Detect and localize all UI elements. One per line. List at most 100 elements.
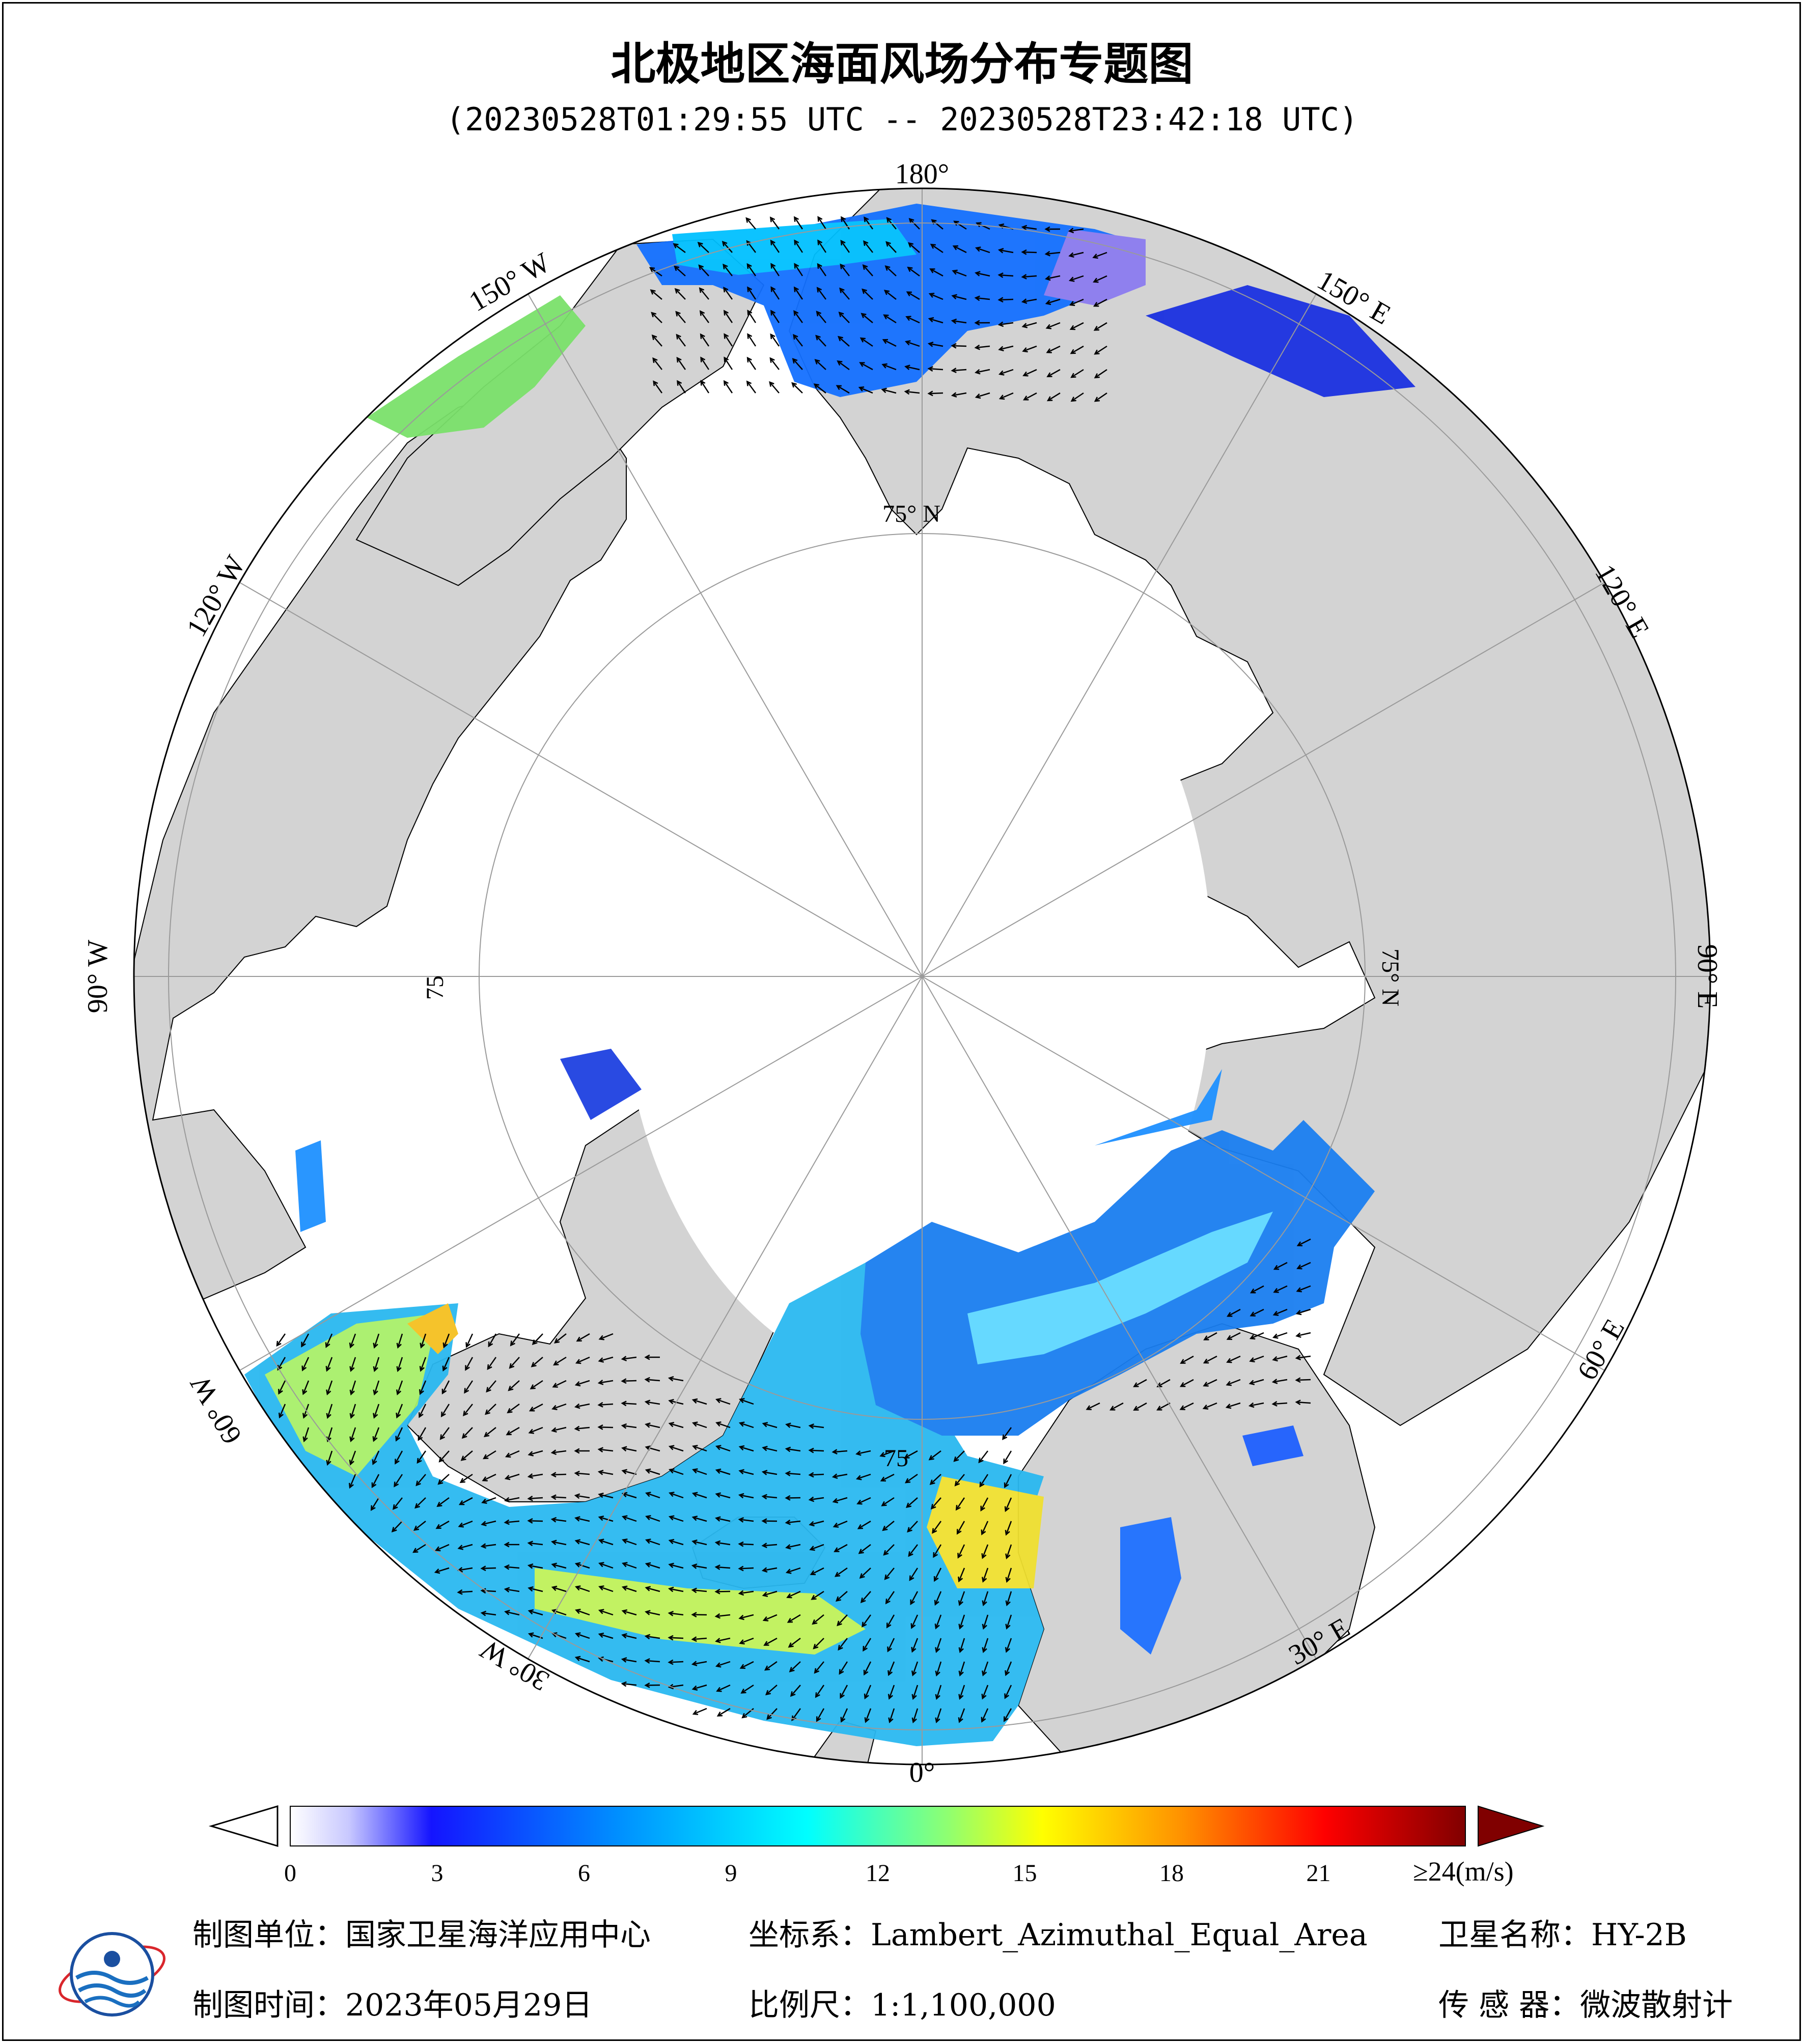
wind-arrow: [621, 1585, 637, 1592]
wind-arrow: [927, 341, 943, 347]
meridian-line: [922, 976, 1605, 1371]
wind-arrow: [788, 1638, 801, 1648]
wind-arrow: [412, 1544, 426, 1553]
wind-arrow: [652, 357, 662, 370]
wind-arrow: [816, 311, 826, 323]
wind-arrow: [1068, 251, 1084, 258]
wind-arrow: [715, 1468, 731, 1475]
wind-arrow: [763, 1637, 778, 1646]
wind-arrow: [1005, 1614, 1012, 1630]
wind-arrow: [997, 272, 1014, 278]
wind-arrow: [349, 1404, 356, 1419]
wind-arrow: [1156, 1402, 1171, 1411]
wind-arrow: [278, 1380, 286, 1395]
wind-arrow: [1226, 1379, 1241, 1386]
wind-arrow: [809, 1544, 824, 1551]
wind-arrow: [982, 1567, 989, 1583]
wind-arrow: [1003, 1450, 1012, 1465]
wind-arrow: [550, 1517, 567, 1523]
wind-arrow: [1021, 249, 1037, 255]
wind-arrow: [1004, 1497, 1012, 1513]
wind-arrow: [372, 1427, 380, 1442]
wind-arrow: [550, 1472, 567, 1478]
wind-arrow: [574, 1516, 590, 1522]
wind-arrow: [862, 1614, 872, 1628]
wind-arrow: [1093, 275, 1107, 283]
wind-arrow: [952, 269, 967, 277]
wind-arrow: [645, 1610, 660, 1616]
wind-arrow: [998, 392, 1014, 400]
wind-arrow: [553, 1333, 567, 1343]
wind-arrow: [739, 1398, 754, 1405]
wind-arrow: [459, 1473, 473, 1483]
wind-arrow: [465, 1357, 474, 1371]
wind-arrow: [621, 1446, 637, 1452]
meridian-line: [922, 582, 1605, 977]
wind-patch-okhotsk-light: [1044, 229, 1146, 305]
wind-arrow: [551, 1585, 567, 1592]
wind-arrow: [863, 1638, 872, 1652]
wind-arrow: [1070, 345, 1084, 354]
wind-arrow: [761, 1470, 778, 1475]
wind-arrow: [650, 289, 662, 300]
wind-arrow: [393, 1497, 403, 1510]
wind-arrow: [928, 1450, 941, 1461]
map-title: 北极地区海面风场分布专题图: [610, 38, 1194, 90]
wind-arrow: [975, 392, 990, 399]
wind-arrow: [691, 1563, 707, 1569]
wind-arrow: [1094, 369, 1107, 379]
wind-arrow: [597, 1424, 614, 1430]
wind-arrow: [808, 1423, 824, 1429]
wind-arrow: [691, 1636, 707, 1642]
wind-arrow: [598, 1585, 614, 1592]
wind-arrow: [326, 1404, 333, 1419]
wind-arrow: [668, 1445, 684, 1452]
wind-arrow: [598, 1515, 614, 1522]
wind-arrow: [951, 368, 967, 373]
wind-arrow: [530, 1380, 543, 1390]
wind-arrow: [762, 1445, 778, 1452]
wind-arrow: [674, 288, 686, 300]
wind-arrow: [674, 265, 686, 276]
wind-arrow: [1272, 1332, 1288, 1339]
wind-arrow: [809, 1520, 824, 1527]
wind-arrow: [482, 1473, 496, 1481]
wind-arrow: [349, 1427, 356, 1443]
wind-arrow: [1271, 1401, 1288, 1407]
wind-arrow: [645, 1515, 660, 1522]
wind-arrow: [691, 1398, 707, 1405]
wind-arrow: [1249, 1332, 1264, 1340]
wind-arrow: [576, 1333, 590, 1342]
wind-arrow: [935, 1638, 942, 1653]
wind-arrow: [930, 1497, 941, 1510]
wind-arrow: [1296, 1262, 1311, 1270]
wind-arrow: [981, 1544, 989, 1559]
wind-arrow: [883, 314, 897, 324]
wind-arrow: [413, 1521, 426, 1531]
wind-arrow: [551, 1426, 567, 1433]
footer-scale: 比例尺：1:1,100,000: [748, 1987, 1056, 2023]
wind-arrow: [1156, 1379, 1171, 1387]
wind-arrow: [929, 1474, 941, 1485]
wind-arrow: [692, 1468, 707, 1475]
wind-arrow: [904, 389, 920, 395]
wind-arrow: [644, 1377, 660, 1383]
wind-arrow: [1068, 228, 1084, 234]
footer-sensor: 传 感 器：微波散射计: [1438, 1987, 1733, 2023]
lat-label-right: 75° N: [1377, 948, 1404, 1006]
wind-arrow: [817, 216, 827, 230]
wind-arrow: [1021, 322, 1037, 328]
wind-arrow: [644, 1399, 660, 1406]
wind-arrow: [862, 264, 873, 276]
wind-arrow: [880, 1473, 895, 1482]
wind-arrow: [700, 333, 710, 347]
wind-arrow: [885, 1591, 895, 1605]
wind-arrow: [1296, 1285, 1311, 1293]
lon-label-180: 180°: [895, 158, 949, 190]
wind-arrow: [770, 333, 780, 347]
wind-arrow: [645, 1586, 660, 1592]
wind-arrow: [458, 1497, 473, 1505]
wind-arrow: [1046, 345, 1061, 353]
